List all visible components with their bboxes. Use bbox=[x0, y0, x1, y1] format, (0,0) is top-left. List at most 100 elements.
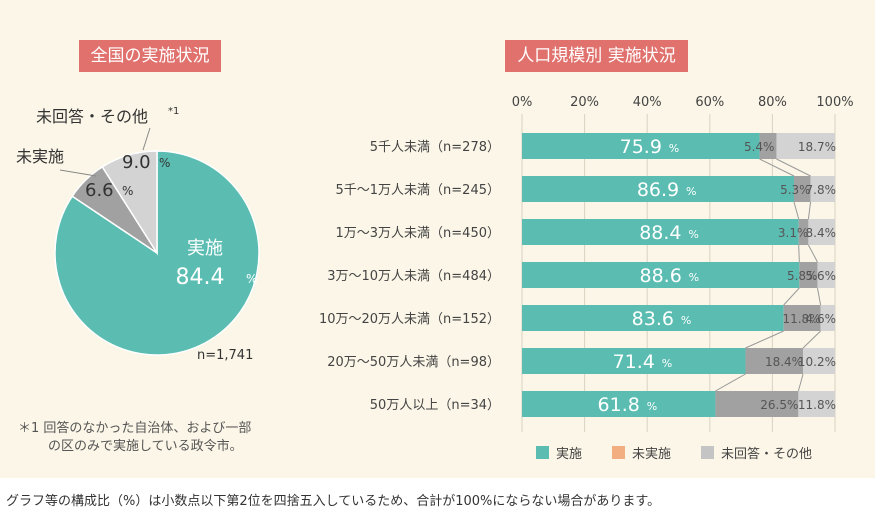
bar-segment bbox=[793, 176, 811, 202]
connector-line bbox=[807, 244, 818, 263]
bar-segment bbox=[522, 133, 760, 159]
x-tick-label: 100% bbox=[816, 95, 853, 110]
bar-value-label: 18.7% bbox=[798, 140, 836, 154]
slice-value: 6.6 bbox=[85, 180, 114, 201]
legend-swatch-not-implemented bbox=[612, 446, 626, 459]
bar-value-pct: % bbox=[647, 400, 657, 413]
slice-label: 実施 bbox=[187, 238, 223, 259]
bar-value-label: 7.8% bbox=[806, 183, 837, 197]
category-label: 5千～1万人未満（n=245） bbox=[336, 183, 501, 198]
x-tick-label: 20% bbox=[570, 95, 599, 110]
slice-pct: % bbox=[246, 272, 257, 286]
bar-value-label: 71.4 bbox=[613, 351, 655, 373]
bar-segment bbox=[715, 391, 799, 417]
bar-value-label: 75.9 bbox=[620, 136, 662, 158]
bar-segment bbox=[810, 176, 835, 202]
n-label: n=1,741 bbox=[197, 348, 253, 363]
footer-note: グラフ等の構成比（%）は小数点以下第2位を四捨五入しているため、合計が100%に… bbox=[6, 494, 661, 509]
bar-segment bbox=[798, 391, 836, 417]
leader-line bbox=[142, 127, 151, 151]
legend-label: 実施 bbox=[556, 447, 583, 462]
bar-segment bbox=[776, 133, 835, 159]
connector-line bbox=[745, 330, 784, 349]
bar-title: 人口規模別 実施状況 bbox=[505, 40, 688, 72]
bar-segment bbox=[759, 133, 777, 159]
legend-item: 実施 bbox=[536, 443, 582, 462]
pie-slice bbox=[101, 150, 158, 256]
chart-panel: 全国の実施状況 人口規模別 実施状況 実施 84.4% 未実施 6.6% 未回答・その他… bbox=[0, 0, 875, 478]
connector-line bbox=[783, 287, 800, 306]
category-label: 20万～50万人未満（n=98） bbox=[327, 355, 500, 370]
connector-line bbox=[715, 373, 746, 392]
connector-line bbox=[798, 244, 800, 263]
bar-value-label: 3.1% bbox=[778, 226, 809, 240]
x-tick-label: 80% bbox=[758, 95, 787, 110]
leader-line bbox=[59, 169, 97, 177]
pie-chart: 実施 84.4 % 未実施 6.6 % 未回答・その他 *1 9.0 % n=1,741 bbox=[16, 106, 260, 363]
bar-segment bbox=[783, 305, 821, 331]
connector-line bbox=[816, 287, 822, 306]
slice-label: 未回答・その他 bbox=[36, 107, 148, 126]
bar-value-label: 5.4% bbox=[744, 140, 775, 154]
connector-line bbox=[802, 330, 821, 349]
slice-value: 9.0 bbox=[122, 152, 151, 173]
bar-value-label: 83.6 bbox=[632, 308, 674, 330]
slice-pct: % bbox=[122, 184, 133, 198]
bar-value-label: 8.4% bbox=[806, 226, 837, 240]
bar-segment bbox=[798, 219, 809, 245]
footnote: ＊1 回答のなかった自治体、および一部 の区のみで実施している政令市。 bbox=[18, 420, 251, 456]
bar-segment bbox=[522, 305, 784, 331]
connector-line bbox=[797, 373, 804, 392]
footnote-line: の区のみで実施している政令市。 bbox=[48, 439, 243, 454]
x-tick-label: 40% bbox=[633, 95, 662, 110]
bar-segment bbox=[522, 391, 716, 417]
bar-value-label: 5.3% bbox=[780, 183, 811, 197]
bar-value-label: 11.8% bbox=[798, 398, 836, 412]
bar-segment bbox=[817, 262, 835, 288]
connector-line bbox=[776, 158, 811, 177]
legend-label: 未回答・その他 bbox=[721, 447, 813, 462]
x-tick-label: 60% bbox=[695, 95, 724, 110]
bar-value-label: 5.8% bbox=[787, 269, 818, 283]
category-label: 10万～20万人未満（n=152） bbox=[319, 312, 500, 327]
connector-line bbox=[759, 158, 795, 177]
bar-value-label: 88.4 bbox=[639, 222, 681, 244]
bar-value-label: 88.6 bbox=[640, 265, 682, 287]
category-label: 5千人未満（n=278） bbox=[370, 140, 500, 155]
slice-pct: % bbox=[159, 156, 170, 170]
connector-line bbox=[793, 201, 800, 220]
bar-segment bbox=[808, 219, 835, 245]
bar-segment bbox=[522, 176, 794, 202]
slice-label-sup: *1 bbox=[168, 106, 179, 117]
bar-value-label: 11.8% bbox=[782, 312, 820, 326]
bar-value-pct: % bbox=[681, 314, 691, 327]
bar-segment bbox=[799, 262, 818, 288]
bar-segment bbox=[820, 305, 835, 331]
legend-item: 未回答・その他 bbox=[701, 443, 812, 462]
bar-value-label: 26.5% bbox=[760, 398, 798, 412]
category-label: 3万～10万人未満（n=484） bbox=[327, 269, 500, 284]
bar-segment bbox=[522, 348, 746, 374]
pie-title: 全国の実施状況 bbox=[79, 40, 221, 72]
x-tick-label: 0% bbox=[512, 95, 533, 110]
bar-value-label: 86.9 bbox=[637, 179, 679, 201]
bar-value-pct: % bbox=[686, 185, 696, 198]
bar-value-label: 10.2% bbox=[798, 355, 836, 369]
legend-swatch-implemented bbox=[536, 446, 549, 459]
slice-label: 未実施 bbox=[16, 147, 64, 166]
category-label: 50万人以上（n=34） bbox=[370, 398, 500, 413]
legend-swatch-no-answer bbox=[701, 446, 715, 459]
bar-value-label: 4.6% bbox=[806, 312, 837, 326]
bar-segment bbox=[745, 348, 804, 374]
legend: 実施 未実施 未回答・その他 bbox=[536, 443, 812, 462]
pie-slice bbox=[54, 150, 260, 356]
bar-value-label: 5.6% bbox=[806, 269, 837, 283]
footnote-line: ＊1 回答のなかった自治体、および一部 bbox=[18, 421, 252, 436]
slice-value: 84.4 bbox=[176, 265, 225, 290]
legend-item: 未実施 bbox=[612, 443, 671, 462]
category-label: 1万～3万人未満（n=450） bbox=[336, 226, 501, 241]
legend-label: 未実施 bbox=[632, 447, 672, 462]
connector-line bbox=[807, 201, 812, 220]
bar-value-label: 18.4% bbox=[765, 355, 803, 369]
bar-segment bbox=[522, 219, 799, 245]
